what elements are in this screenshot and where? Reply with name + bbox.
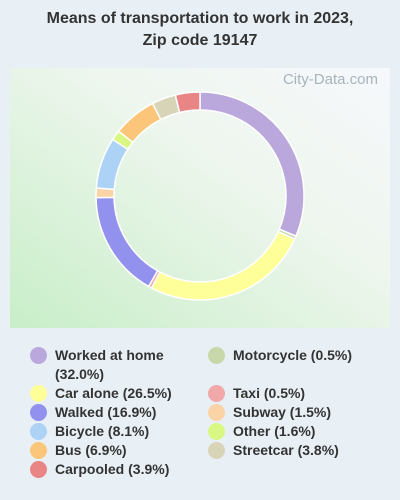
legend-entry: Motorcycle (0.5%) bbox=[208, 346, 378, 365]
legend-swatch bbox=[30, 385, 47, 402]
legend-entry: Other (1.6%) bbox=[208, 422, 378, 441]
legend-swatch bbox=[208, 404, 225, 421]
legend-swatch bbox=[208, 347, 225, 364]
legend-swatch bbox=[30, 404, 47, 421]
donut-slice bbox=[174, 91, 201, 114]
legend-label: Subway (1.5%) bbox=[233, 404, 332, 420]
legend-label: Car alone (26.5%) bbox=[55, 385, 172, 401]
legend-entry: Car alone (26.5%) bbox=[30, 384, 200, 403]
legend-label: Other (1.6%) bbox=[233, 423, 316, 439]
legend-swatch bbox=[30, 461, 47, 478]
legend-label: Motorcycle (0.5%) bbox=[233, 347, 353, 363]
legend-label: Taxi (0.5%) bbox=[233, 385, 306, 401]
legend-swatch bbox=[30, 347, 47, 364]
legend-swatch bbox=[208, 442, 225, 459]
legend-label: Bus (6.9%) bbox=[55, 442, 127, 458]
legend-entry: Worked at home (32.0%) bbox=[30, 346, 185, 384]
legend-label: Bicycle (8.1%) bbox=[55, 423, 150, 439]
legend-entry: Streetcar (3.8%) bbox=[208, 441, 378, 460]
legend-label: Carpooled (3.9%) bbox=[55, 461, 170, 477]
legend-entry: Walked (16.9%) bbox=[30, 403, 200, 422]
legend-entry: Bus (6.9%) bbox=[30, 441, 200, 460]
legend-swatch bbox=[208, 423, 225, 440]
legend-entry: Taxi (0.5%) bbox=[208, 384, 378, 403]
watermark: City-Data.com bbox=[283, 71, 378, 88]
legend-label: Worked at home (32.0%) bbox=[55, 347, 164, 382]
legend-entry: Subway (1.5%) bbox=[208, 403, 378, 422]
legend-swatch bbox=[30, 423, 47, 440]
legend-swatch bbox=[208, 385, 225, 402]
chart-title: Means of transportation to work in 2023,… bbox=[46, 10, 354, 49]
legend-label: Walked (16.9%) bbox=[55, 404, 157, 420]
legend-entry: Carpooled (3.9%) bbox=[30, 460, 200, 479]
legend-entry: Bicycle (8.1%) bbox=[30, 422, 200, 441]
legend-swatch bbox=[30, 442, 47, 459]
legend-label: Streetcar (3.8%) bbox=[233, 442, 339, 458]
